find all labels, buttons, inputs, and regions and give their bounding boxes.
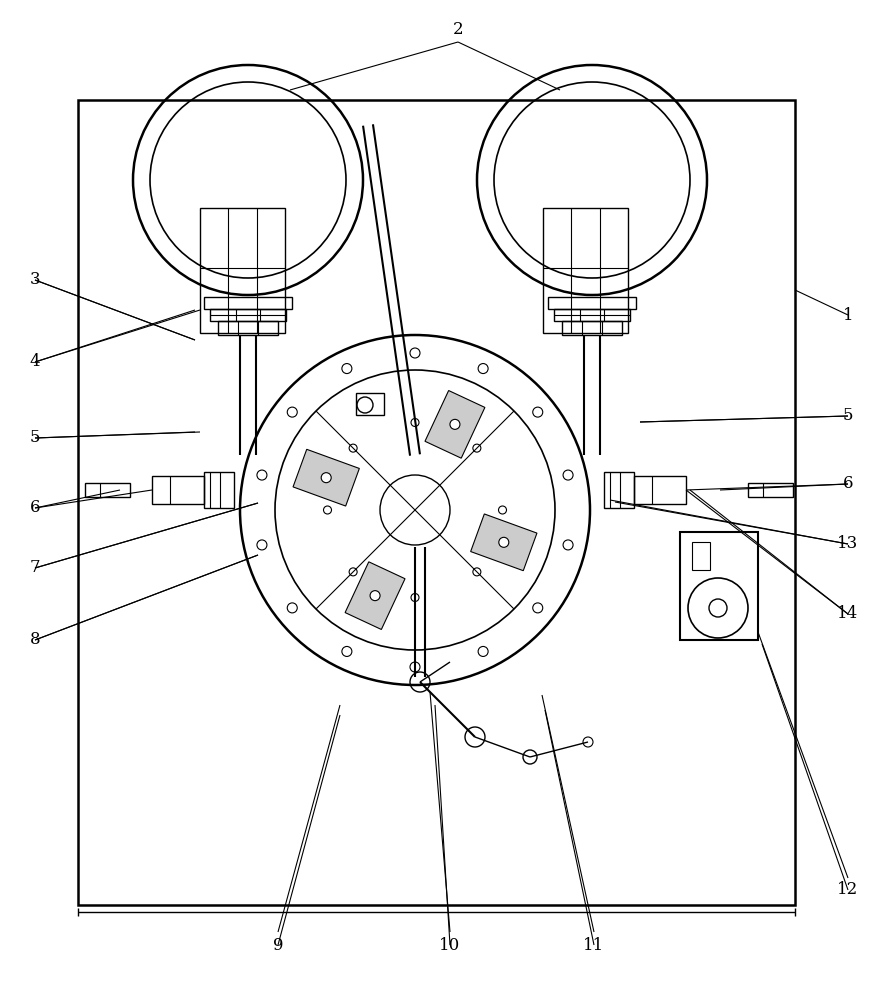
- Bar: [356, 393, 384, 415]
- Polygon shape: [345, 562, 405, 629]
- Text: 4: 4: [29, 354, 40, 370]
- Text: 13: 13: [837, 536, 859, 552]
- Text: 12: 12: [837, 882, 859, 898]
- Bar: [604, 472, 634, 508]
- Text: 6: 6: [30, 499, 40, 516]
- Circle shape: [499, 537, 509, 547]
- Bar: [680, 532, 758, 640]
- Polygon shape: [425, 391, 485, 458]
- Bar: [748, 483, 793, 497]
- Circle shape: [450, 419, 460, 429]
- Text: 8: 8: [29, 632, 40, 648]
- Polygon shape: [293, 449, 360, 506]
- Bar: [204, 297, 292, 309]
- Bar: [85, 483, 130, 497]
- Bar: [634, 476, 686, 504]
- Text: 2: 2: [453, 21, 464, 38]
- Bar: [548, 297, 636, 309]
- Bar: [218, 321, 278, 335]
- Text: 1: 1: [843, 306, 853, 324]
- Polygon shape: [471, 514, 537, 571]
- Bar: [692, 542, 710, 570]
- Text: 11: 11: [583, 936, 605, 954]
- Bar: [78, 100, 795, 905]
- Text: 3: 3: [29, 271, 40, 288]
- Text: 6: 6: [843, 476, 853, 492]
- Bar: [200, 208, 285, 333]
- Text: 5: 5: [843, 408, 853, 424]
- Text: 14: 14: [837, 605, 859, 622]
- Text: 9: 9: [273, 936, 283, 954]
- Text: 10: 10: [440, 936, 461, 954]
- Bar: [204, 472, 234, 508]
- Bar: [210, 309, 286, 321]
- Text: 5: 5: [30, 430, 40, 446]
- Bar: [562, 321, 622, 335]
- Circle shape: [321, 473, 331, 483]
- Circle shape: [370, 591, 380, 601]
- Bar: [554, 309, 630, 321]
- Text: 7: 7: [29, 560, 40, 576]
- Bar: [543, 208, 628, 333]
- Bar: [152, 476, 204, 504]
